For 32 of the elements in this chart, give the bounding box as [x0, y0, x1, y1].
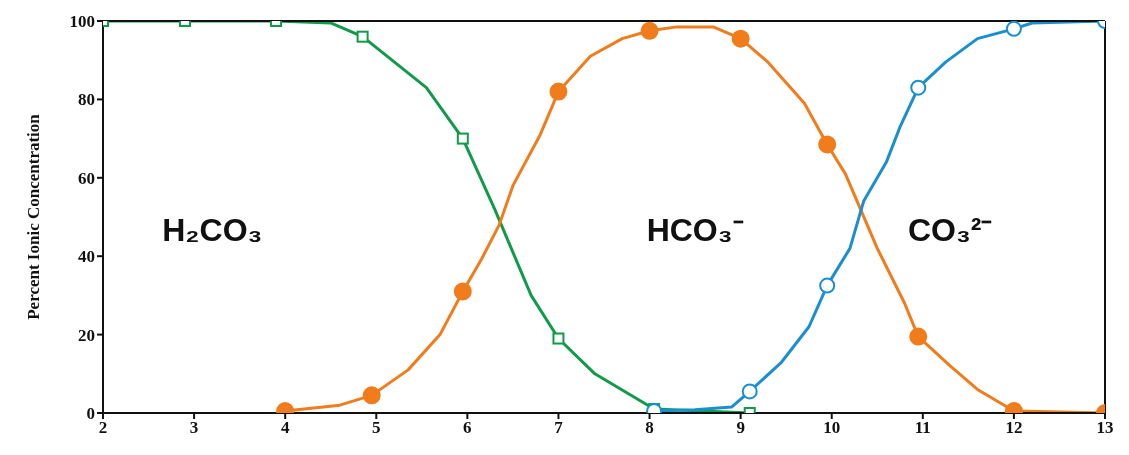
- x-tick-label: 7: [554, 418, 564, 438]
- point: [549, 82, 568, 101]
- x-tick-label: 8: [645, 418, 654, 438]
- x-tick-label: 12: [1005, 418, 1023, 438]
- x-tick-label: 5: [372, 418, 381, 438]
- annotation: HCO₃⁻: [646, 212, 744, 249]
- x-tick-label: 11: [914, 418, 931, 438]
- x-tick-label: 2: [98, 418, 108, 438]
- y-tick-label: 100: [69, 12, 95, 32]
- x-tick-label: 9: [736, 418, 745, 438]
- point: [1005, 21, 1022, 37]
- point: [453, 282, 472, 301]
- y-tick-label: 80: [78, 90, 95, 110]
- x-tick-label: 3: [189, 418, 199, 438]
- y-tick-label: 20: [78, 325, 95, 345]
- y-tick-label: 60: [78, 168, 95, 188]
- point: [640, 21, 659, 40]
- x-tick-label: 13: [1096, 418, 1114, 438]
- annotation: H₂CO₃: [162, 212, 263, 249]
- x-tick-label: 6: [463, 418, 472, 438]
- point: [456, 132, 469, 145]
- point: [910, 79, 927, 96]
- x-tick-label: 10: [823, 418, 841, 438]
- point: [818, 135, 837, 154]
- y-tick-label: 0: [86, 404, 95, 424]
- point: [819, 277, 836, 294]
- y-axis-title: Percent Ionic Concentration: [24, 113, 44, 320]
- point: [731, 29, 750, 48]
- y-tick-label: 40: [78, 247, 95, 267]
- x-tick-label: 4: [280, 418, 290, 438]
- point: [356, 30, 369, 43]
- annotation: CO₃²⁻: [907, 212, 993, 249]
